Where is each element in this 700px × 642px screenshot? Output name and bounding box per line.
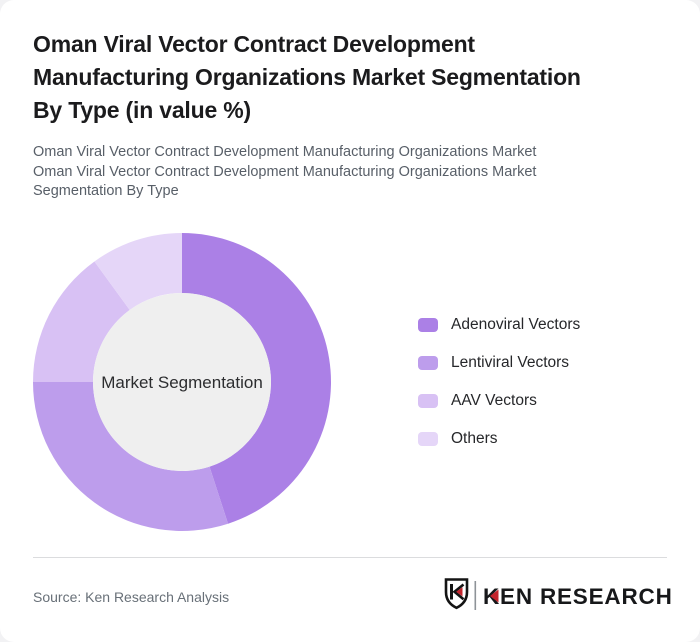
donut-segment-adenoviral-vectors [182,233,331,524]
legend-label: AAV Vectors [451,392,537,409]
donut-chart [22,222,342,542]
legend-swatch-icon [418,432,438,446]
legend-item-lentiviral: Lentiviral Vectors [418,354,580,372]
legend-item-adenoviral: Adenoviral Vectors [418,316,580,334]
shield-icon [444,578,469,610]
legend-item-others: Others [418,430,580,448]
ken-research-logo: KEN RESEARCH [443,577,672,620]
logo-separator [474,581,477,610]
donut-center-label: Market Segmentation [101,373,263,392]
chart-subtitle: Oman Viral Vector Contract Development M… [33,143,618,202]
donut-svg [33,233,331,531]
legend-item-aav: AAV Vectors [418,392,580,410]
logo-k-red-triangle-icon [490,589,499,603]
legend-swatch-icon [418,394,438,408]
legend-label: Lentiviral Vectors [451,354,570,371]
subtitle-line-1: Oman Viral Vector Contract Development M… [33,144,537,160]
legend-swatch-icon [418,356,438,370]
donut-segment-aav-vectors [33,261,130,382]
footer-divider [33,557,667,558]
chart-legend: Adenoviral Vectors Lentiviral Vectors AA… [418,316,580,468]
legend-label: Others [451,430,498,447]
subtitle-line-2: Oman Viral Vector Contract Development M… [33,163,537,200]
ken-research-logo-svg: KEN RESEARCH [444,578,672,610]
donut-inner-circle [93,293,271,471]
legend-swatch-icon [418,318,438,332]
legend-label: Adenoviral Vectors [451,316,581,333]
chart-title: Oman Viral Vector Contract Development M… [33,31,581,123]
logo-text: KEN RESEARCH [483,584,671,609]
donut-segment-lentiviral-vectors [33,382,229,531]
source-text: Source: Ken Research Analysis [33,589,230,605]
donut-segment-others [94,233,182,310]
